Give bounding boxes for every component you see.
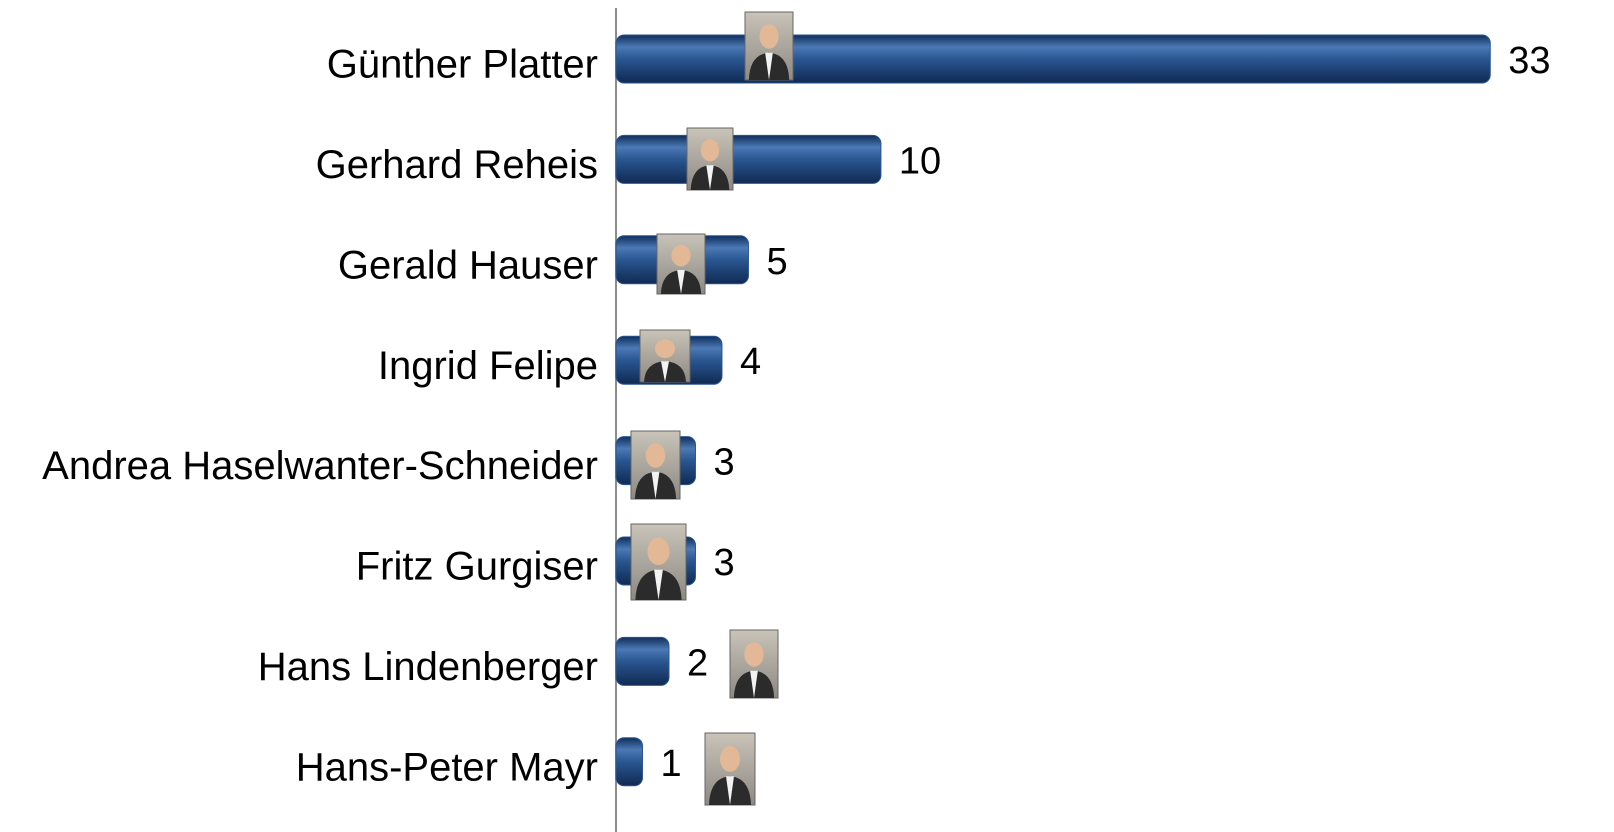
portrait <box>687 128 733 190</box>
portrait-head <box>744 642 763 666</box>
portrait-head <box>759 24 778 48</box>
data-label: 3 <box>713 542 734 584</box>
portrait <box>631 431 680 499</box>
y-tick-label: Hans Lindenberger <box>258 645 598 689</box>
portrait-head <box>701 139 719 161</box>
portrait <box>730 630 778 698</box>
y-tick-label: Andrea Haselwanter-Schneider <box>42 444 598 488</box>
y-tick-label: Günther Platter <box>327 43 598 87</box>
page: Günther Platter33Gerhard Reheis10Gerald … <box>0 0 1614 832</box>
data-label: 10 <box>899 140 941 182</box>
data-label: 2 <box>687 642 708 684</box>
portrait <box>705 733 755 805</box>
data-label: 3 <box>713 442 734 484</box>
data-label: 33 <box>1508 40 1550 82</box>
bar <box>616 135 881 183</box>
data-label: 4 <box>740 341 761 383</box>
bar <box>616 637 669 685</box>
bar <box>616 738 642 786</box>
portrait-head <box>671 245 690 267</box>
data-label: 1 <box>660 743 681 785</box>
portrait-head <box>720 746 740 772</box>
portrait <box>631 524 686 600</box>
y-tick-label: Ingrid Felipe <box>378 344 598 388</box>
y-tick-label: Gerhard Reheis <box>316 143 598 187</box>
portrait-head <box>648 538 670 565</box>
chart: Günther Platter33Gerhard Reheis10Gerald … <box>0 0 1614 832</box>
portrait <box>657 234 705 294</box>
y-tick-label: Fritz Gurgiser <box>356 545 598 589</box>
portrait-head <box>655 339 675 358</box>
y-tick-label: Gerald Hauser <box>338 243 598 287</box>
portrait <box>640 330 690 382</box>
portrait-head <box>646 443 666 467</box>
data-label: 5 <box>766 241 787 283</box>
y-tick-label: Hans-Peter Mayr <box>296 745 598 789</box>
portrait <box>745 12 793 80</box>
